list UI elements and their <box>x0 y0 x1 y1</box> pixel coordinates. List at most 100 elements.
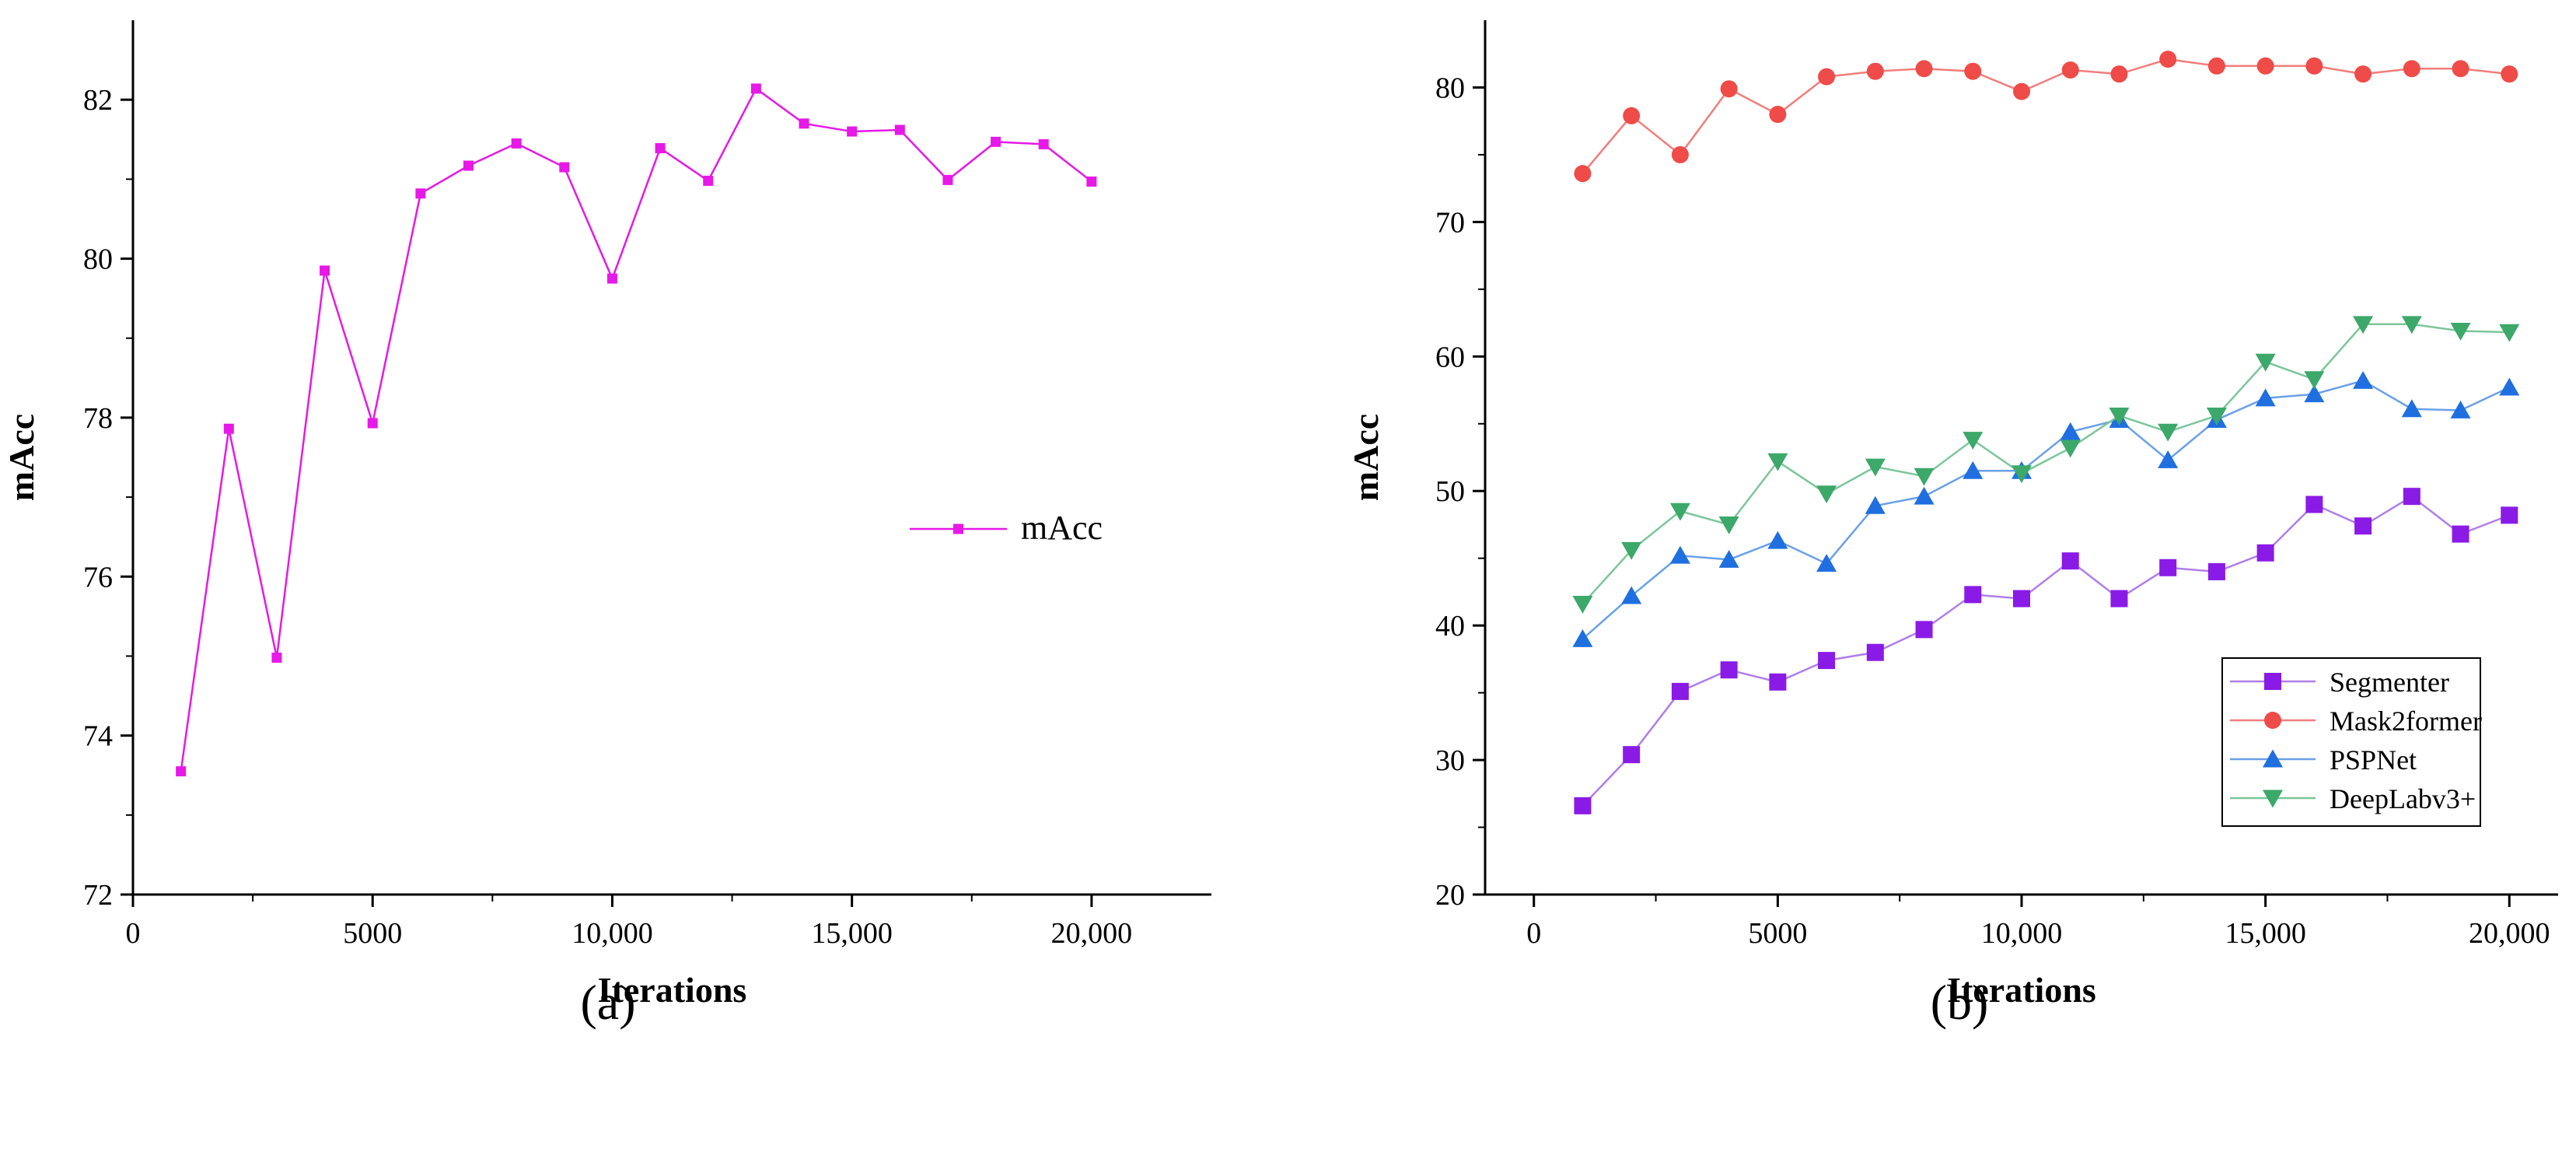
a-data-point <box>271 652 282 663</box>
b-data-point <box>2207 562 2225 580</box>
a-data-point <box>750 83 761 94</box>
b-data-point <box>1621 541 1642 560</box>
a-data-point <box>511 138 522 149</box>
b-data-point <box>2012 465 2032 484</box>
b-data-point <box>2013 590 2030 608</box>
chart-b-y-label: mAcc <box>1346 414 1386 501</box>
b-data-point <box>2256 57 2274 75</box>
b-legend-label: PSPNet <box>2330 744 2417 776</box>
b-data-point <box>2207 57 2225 75</box>
b-data-point <box>1865 495 1886 514</box>
b-data-point <box>2060 422 2081 440</box>
b-y-tick-label: 20 <box>1435 879 1465 912</box>
b-data-point <box>2159 51 2177 68</box>
a-x-tick-label: 20,000 <box>1051 917 1133 950</box>
b-data-point <box>1574 165 1592 183</box>
b-y-tick-label: 80 <box>1435 72 1465 104</box>
b-data-point <box>1718 516 1739 534</box>
b-data-point <box>1964 586 1982 604</box>
chart-b-panel-label: (b) <box>1931 975 1989 1030</box>
b-data-point <box>1816 554 1837 572</box>
b-data-point <box>1767 530 1788 549</box>
b-data-point <box>1623 746 1641 764</box>
b-data-point <box>2501 506 2518 524</box>
b-data-point <box>1669 545 1690 564</box>
b-data-point <box>2159 558 2177 576</box>
b-data-point <box>2109 407 2130 425</box>
b-data-point <box>2499 377 2520 396</box>
b-data-point <box>1720 80 1738 98</box>
b-y-tick-label: 30 <box>1435 744 1465 777</box>
a-data-point <box>894 124 905 135</box>
b-legend-marker <box>2263 790 2283 808</box>
b-data-point <box>1964 62 1982 80</box>
b-data-point <box>2305 57 2323 75</box>
b-data-point <box>2206 407 2227 425</box>
a-y-tick-label: 80 <box>83 243 113 276</box>
a-data-point <box>703 175 714 186</box>
b-data-point <box>1671 682 1689 700</box>
b-data-point <box>1767 453 1788 471</box>
chart-a-y-label: mAcc <box>2 414 41 501</box>
b-data-point <box>1816 485 1837 504</box>
b-legend-label: DeepLabv3+ <box>2330 783 2476 814</box>
b-data-point <box>2499 324 2520 342</box>
b-data-point <box>1574 797 1592 814</box>
b-series-3 <box>1572 316 2520 614</box>
a-data-point <box>847 126 858 137</box>
a-series-0 <box>176 83 1097 777</box>
b-data-point <box>2255 388 2276 407</box>
b-y-tick-label: 60 <box>1435 341 1465 373</box>
a-data-point <box>991 136 1001 147</box>
chart-a: 0 5000 10,000 15,000 20,000 72 74 76 78 80 82 mAcc… <box>2 20 1211 1030</box>
b-data-point <box>2403 488 2420 506</box>
b-data-point <box>1769 673 1787 691</box>
b-data-point <box>1963 460 1984 479</box>
b-series-line <box>1582 380 2510 640</box>
b-data-point <box>1720 661 1738 679</box>
b-legend-marker <box>2264 673 2281 690</box>
a-y-tick-label: 76 <box>83 561 113 594</box>
b-data-point <box>2061 61 2079 79</box>
b-data-point <box>2158 423 2179 442</box>
b-x-tick-label: 5000 <box>1748 917 1807 950</box>
b-y-tick-label: 40 <box>1435 610 1465 643</box>
b-series-0 <box>1574 488 2518 814</box>
b-series-1 <box>1574 51 2518 183</box>
chart-b-series <box>1572 51 2520 814</box>
chart-a-panel-label: (a) <box>580 975 635 1030</box>
b-data-point <box>2110 590 2128 608</box>
b-data-point <box>1866 643 1884 661</box>
a-y-tick-label: 72 <box>83 879 113 912</box>
b-data-point <box>1915 60 1933 78</box>
b-data-point <box>2401 316 2422 334</box>
b-data-point <box>2158 450 2179 468</box>
b-x-tick-label: 20,000 <box>2469 917 2550 950</box>
a-y-tick-label: 74 <box>83 720 113 753</box>
b-data-point <box>2061 552 2079 570</box>
b-legend-marker <box>2263 749 2283 768</box>
b-data-point <box>1621 586 1642 604</box>
b-data-point <box>2256 544 2274 562</box>
a-data-point <box>942 174 953 185</box>
b-data-point <box>2452 525 2469 543</box>
b-data-point <box>2013 82 2030 100</box>
b-data-point <box>1718 549 1739 568</box>
a-x-tick-label: 0 <box>126 917 141 950</box>
b-data-point <box>1572 596 1593 614</box>
a-data-point <box>799 118 809 129</box>
chart-b-ticks: 0 5000 10,000 15,000 20,000 20 30 40 50 60 70 80 <box>1435 72 2550 950</box>
b-data-point <box>2450 323 2471 341</box>
chart-b-x-label: Iterations <box>1947 970 2096 1010</box>
a-x-tick-label: 15,000 <box>811 917 893 950</box>
b-data-point <box>1866 62 1884 80</box>
a-data-point <box>415 188 426 199</box>
a-data-point <box>463 160 474 171</box>
chart-a-legend: mAcc <box>910 509 1103 547</box>
b-data-point <box>1669 502 1690 521</box>
b-data-point <box>2354 517 2372 535</box>
b-data-point <box>2060 439 2081 458</box>
a-x-tick-label: 5000 <box>343 917 402 950</box>
b-data-point <box>1572 629 1593 647</box>
a-data-point <box>176 766 187 777</box>
